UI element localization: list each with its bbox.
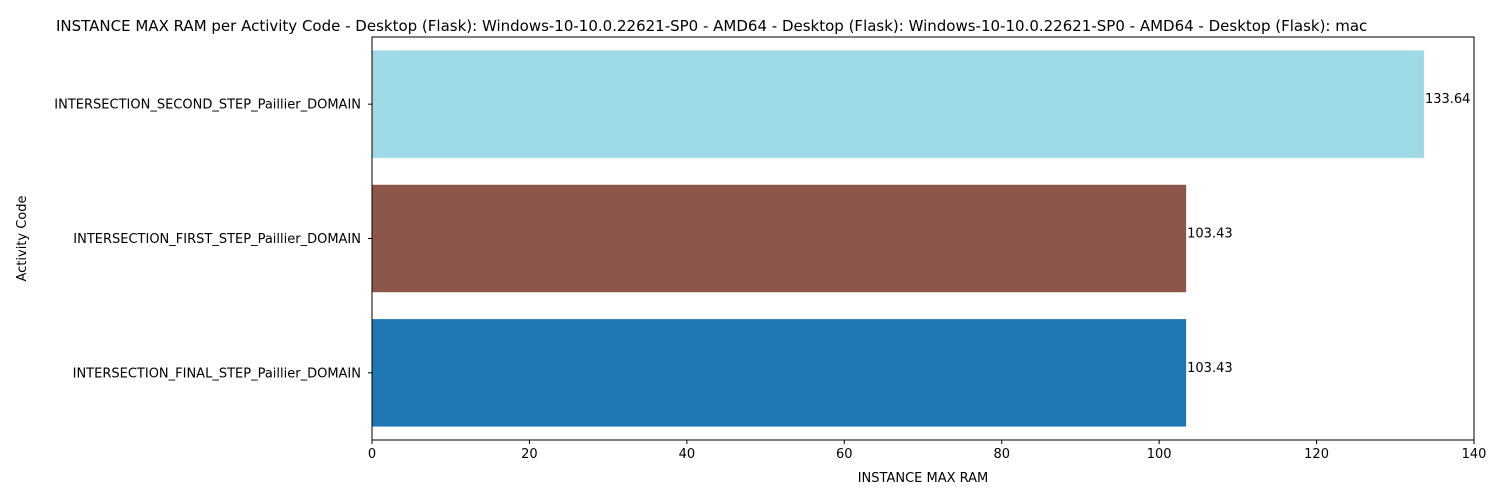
x-tick-label: 60 [836, 447, 853, 462]
x-tick-label: 40 [679, 447, 696, 462]
plot-frame [371, 36, 1475, 441]
y-tick-labels-group: INTERSECTION_SECOND_STEP_Paillier_DOMAIN… [54, 98, 372, 381]
x-ticks-group: 0 20 40 60 80 100 120 140 [368, 440, 1487, 462]
bar-value-label: 103.43 [1187, 361, 1233, 376]
bar-3 [372, 319, 1187, 427]
bar-1 [372, 50, 1424, 158]
x-tick-label: 80 [993, 447, 1010, 462]
x-tick-label: 20 [521, 447, 538, 462]
bar-value-label: 133.64 [1425, 92, 1471, 107]
value-labels-group: 133.64 103.43 103.43 [1187, 92, 1470, 376]
x-tick-label: 0 [368, 447, 376, 462]
x-tick-label: 100 [1147, 447, 1172, 462]
x-axis-label: INSTANCE MAX RAM [858, 471, 989, 486]
x-tick-label: 140 [1462, 447, 1487, 462]
x-tick-label: 120 [1304, 447, 1329, 462]
bars-group [372, 50, 1424, 427]
y-tick-label: INTERSECTION_SECOND_STEP_Paillier_DOMAIN [54, 98, 361, 113]
y-axis-label: Activity Code [15, 195, 30, 281]
bar-value-label: 103.43 [1187, 227, 1233, 242]
bar-2 [372, 184, 1187, 293]
y-tick-label: INTERSECTION_FIRST_STEP_Paillier_DOMAIN [73, 232, 361, 247]
chart-title: INSTANCE MAX RAM per Activity Code - Des… [56, 17, 1367, 35]
y-tick-label: INTERSECTION_FINAL_STEP_Paillier_DOMAIN [73, 366, 361, 381]
